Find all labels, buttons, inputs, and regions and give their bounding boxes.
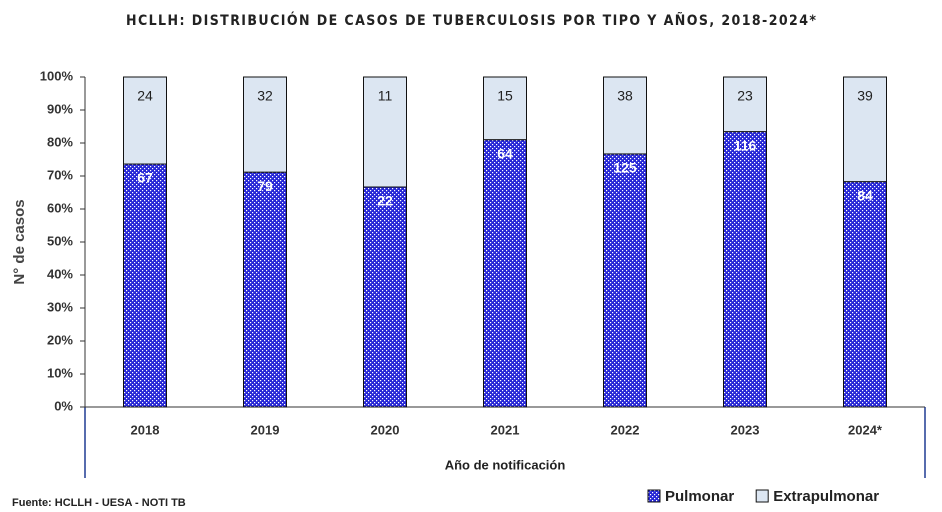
legend-label: Pulmonar <box>665 488 734 505</box>
bar-segment <box>723 76 767 133</box>
y-tick-label: 70% <box>47 167 73 182</box>
bar-segment <box>363 186 407 408</box>
bar-segment <box>603 76 647 155</box>
chart-title: HCLLH: DISTRIBUCIÓN DE CASOS DE TUBERCUL… <box>126 11 816 29</box>
data-label: 64 <box>497 145 513 161</box>
y-tick-label: 10% <box>47 365 73 380</box>
data-label: 23 <box>737 88 753 104</box>
y-tick-label: 40% <box>47 266 73 281</box>
legend-swatch <box>755 489 769 503</box>
bar-segment <box>843 76 887 183</box>
bar-segment <box>123 76 167 165</box>
y-axis-title: N° de casos <box>11 199 28 284</box>
y-tick-label: 100% <box>40 68 74 83</box>
y-tick-label: 80% <box>47 134 73 149</box>
y-tick-label: 90% <box>47 101 73 116</box>
data-label: 39 <box>857 88 873 104</box>
x-tick-label: 2024* <box>848 422 883 437</box>
source-note: Fuente: HCLLH - UESA - NOTI TB <box>12 497 186 509</box>
y-tick-label: 0% <box>54 398 73 413</box>
data-label: 11 <box>378 88 393 104</box>
bar-segment <box>243 171 287 408</box>
y-tick-label: 20% <box>47 332 73 347</box>
x-tick-label: 2023 <box>731 422 760 437</box>
data-label: 116 <box>734 137 757 153</box>
bar-segment <box>603 153 647 408</box>
bar-segment <box>363 76 407 188</box>
bar-segment <box>723 131 767 408</box>
x-tick-label: 2020 <box>371 422 400 437</box>
data-label: 15 <box>497 88 513 104</box>
data-label: 79 <box>257 178 273 194</box>
x-axis-title: Año de notificación <box>445 457 566 472</box>
legend-label: Extrapulmonar <box>773 488 879 505</box>
data-label: 32 <box>257 88 273 104</box>
legend-swatch <box>647 489 661 503</box>
bar-segment <box>243 76 287 173</box>
x-tick-label: 2022 <box>611 422 640 437</box>
data-label: 67 <box>137 170 153 186</box>
x-tick-label: 2019 <box>251 422 280 437</box>
y-tick-label: 60% <box>47 200 73 215</box>
bar-segment <box>123 163 167 408</box>
y-tick-label: 50% <box>47 233 73 248</box>
bar-segment <box>483 76 527 141</box>
x-tick-label: 2021 <box>491 422 520 437</box>
data-label: 125 <box>613 160 637 176</box>
bar-segment <box>843 181 887 408</box>
y-tick-label: 30% <box>47 299 73 314</box>
data-label: 24 <box>137 88 153 104</box>
data-label: 22 <box>377 193 393 209</box>
data-label: 38 <box>617 88 633 104</box>
bar-segment <box>483 139 527 408</box>
data-label: 84 <box>857 187 873 203</box>
x-tick-label: 2018 <box>131 422 160 437</box>
